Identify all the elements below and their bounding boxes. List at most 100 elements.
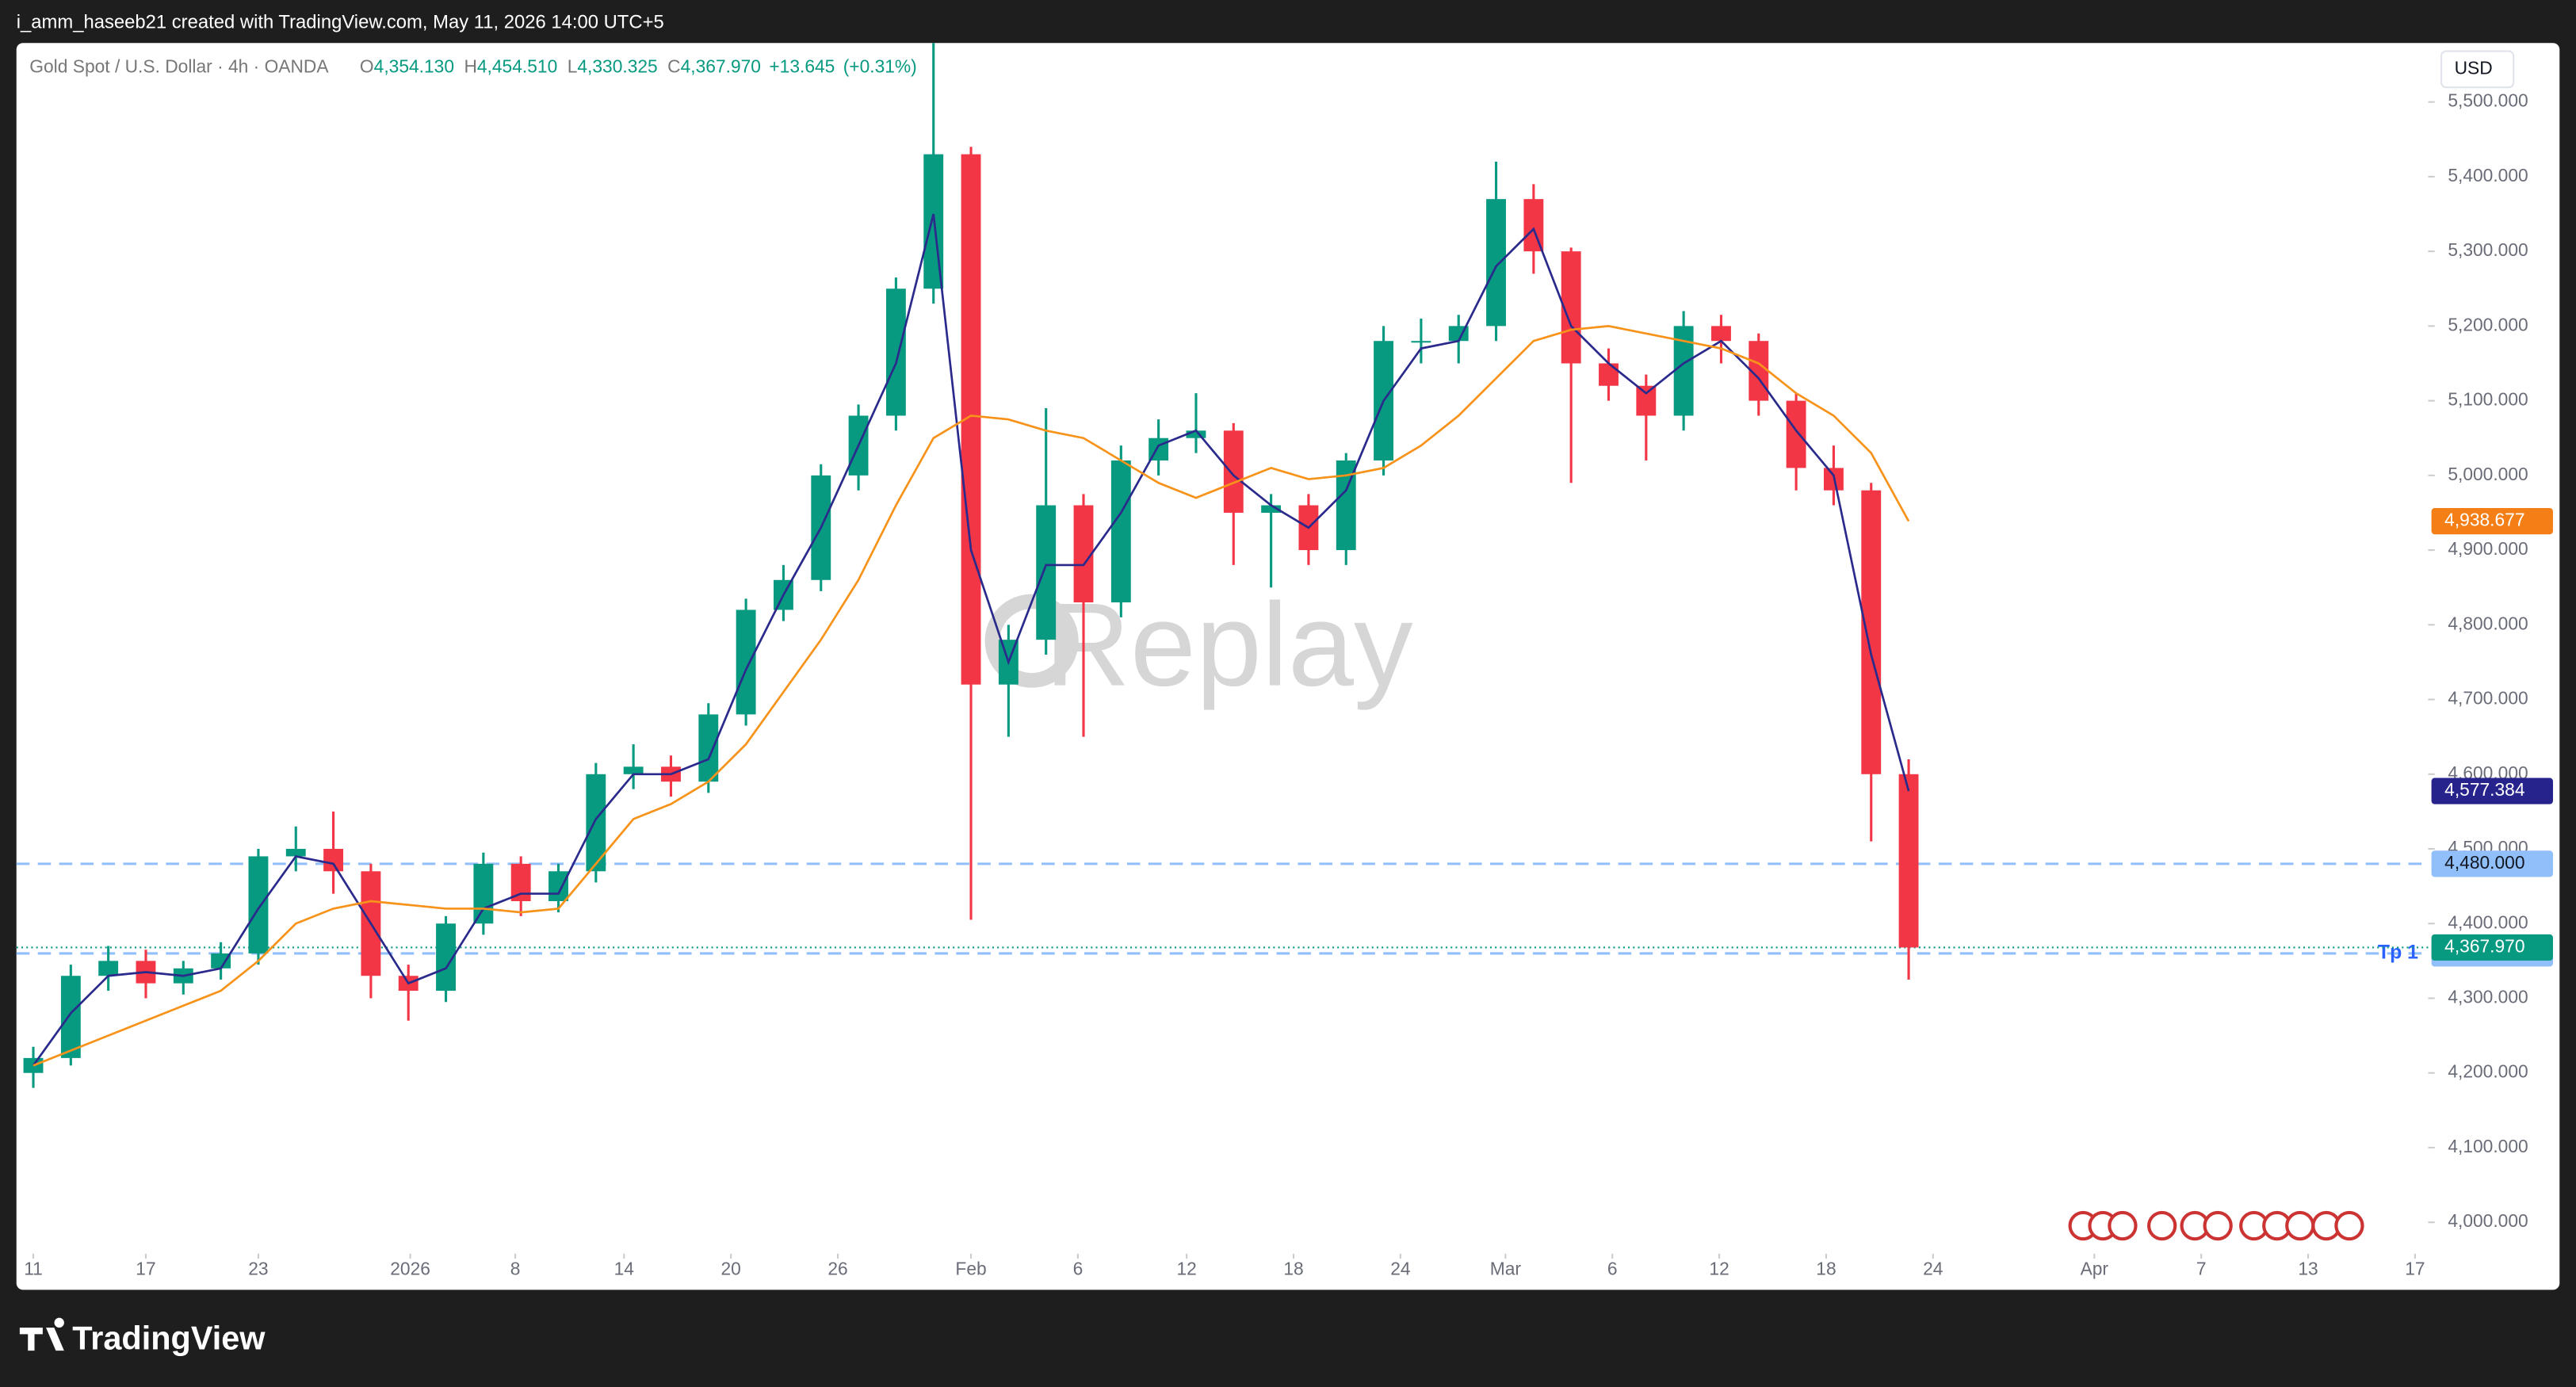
candle-body — [1786, 400, 1806, 468]
candle-body — [211, 953, 231, 969]
y-tick-label: 4,900.000 — [2448, 538, 2528, 559]
y-tick-label: 4,300.000 — [2448, 987, 2528, 1007]
level-annotation: Tp 1 — [2378, 942, 2418, 964]
x-tick-label: 12 — [1176, 1259, 1196, 1279]
ma-badge — [2431, 508, 2553, 535]
ohlc-value: 4,454.510 — [477, 55, 557, 76]
event-icons — [2068, 1210, 2364, 1241]
x-tick-label: 14 — [614, 1259, 634, 1279]
y-tick-label: 5,300.000 — [2448, 239, 2528, 260]
candle-body — [548, 871, 568, 901]
ohlc-key: L — [568, 55, 578, 76]
ohlc-value: 4,354.130 — [374, 55, 454, 76]
candle-body — [623, 766, 644, 774]
candle-body — [1711, 326, 1731, 342]
candle-body — [1261, 505, 1282, 513]
watermark: Replay — [1045, 579, 1413, 711]
chart-panel — [16, 43, 2560, 1290]
y-tick-label: 4,700.000 — [2448, 688, 2528, 709]
x-tick-label: 7 — [2196, 1259, 2207, 1279]
x-tick-label: 8 — [510, 1259, 521, 1279]
candle-body — [1636, 385, 1657, 416]
x-tick-label: 26 — [827, 1259, 847, 1279]
candle-body — [1523, 199, 1544, 252]
x-tick-label: 2026 — [390, 1259, 430, 1279]
x-tick-label: 24 — [1390, 1259, 1410, 1279]
candle-body — [1036, 505, 1057, 640]
ohlc-key: H — [464, 55, 476, 76]
candle-body — [1898, 774, 1919, 948]
candle-body — [473, 863, 494, 924]
x-tick-label: Mar — [1490, 1259, 1522, 1279]
ma-label: 4,577.384 — [2444, 779, 2524, 800]
level-badge — [2431, 850, 2553, 877]
ohlc-key: O — [360, 55, 374, 76]
y-tick-label: 5,500.000 — [2448, 90, 2528, 111]
candle-body — [1861, 490, 1882, 774]
candle-body — [1073, 505, 1094, 603]
brand-logo: TradingView — [19, 1317, 266, 1357]
candle-body — [698, 714, 719, 782]
ohlc-key: C — [667, 55, 680, 76]
ohlc-value: 4,367.970 — [681, 55, 761, 76]
currency-box — [2440, 50, 2515, 89]
candle-body — [1486, 199, 1506, 327]
candle-body — [1110, 460, 1131, 603]
brand: TradingView — [72, 1320, 266, 1357]
y-tick-label: 5,200.000 — [2448, 314, 2528, 334]
plot: 4,000.000 4,100.000 4,200.000 4,300.000 4,40… — [16, 43, 2553, 1279]
x-tick-label: 6 — [1073, 1259, 1084, 1279]
x-tick-label: Feb — [955, 1259, 986, 1279]
candle-body — [323, 849, 344, 872]
overlay: Gold Spot / U.S. Dollar · 4h · OANDA USD… — [29, 50, 2515, 89]
candle-body — [285, 849, 306, 857]
candle-body — [1411, 341, 1431, 343]
ma-label: 4,938.677 — [2444, 510, 2524, 530]
candle-body — [98, 961, 119, 976]
x-tick-label: 17 — [2405, 1259, 2425, 1279]
y-tick-label: 4,000.000 — [2448, 1210, 2528, 1231]
x-tick-label: 23 — [248, 1259, 268, 1279]
x-tick-label: 18 — [1816, 1259, 1836, 1279]
y-tick-label: 5,400.000 — [2448, 165, 2528, 185]
ma-line — [32, 325, 1910, 1067]
price-badge — [2431, 934, 2553, 961]
currency: USD — [2455, 57, 2493, 78]
candle-body — [510, 863, 531, 901]
x-tick-label: 17 — [136, 1259, 155, 1279]
x-tick-label: 18 — [1283, 1259, 1303, 1279]
x-tick-label: 20 — [721, 1259, 741, 1279]
x-tick-label: 6 — [1607, 1259, 1618, 1279]
x-tick-label: 13 — [2298, 1259, 2318, 1279]
x-tick-label: 11 — [24, 1259, 43, 1279]
y-tick-label: 4,400.000 — [2448, 911, 2528, 932]
y-tick-label: 4,200.000 — [2448, 1061, 2528, 1082]
y-tick-label: 5,000.000 — [2448, 464, 2528, 484]
ma-badge — [2431, 778, 2553, 804]
symbol-title: Gold Spot / U.S. Dollar · 4h · OANDA — [29, 55, 329, 76]
candle-body — [885, 288, 906, 416]
ohlc-change: +13.645 — [769, 55, 835, 76]
candle-body — [1599, 363, 1619, 386]
candle-body — [248, 856, 269, 953]
x-tick-label: 12 — [1709, 1259, 1729, 1279]
candle-body — [736, 609, 756, 715]
x-tick-label: 24 — [1923, 1259, 1943, 1279]
price-label: 4,367.970 — [2444, 935, 2524, 956]
attribution: i_amm_haseeb21 created with TradingView.… — [17, 12, 664, 33]
candle-body — [23, 1057, 44, 1073]
ohlc-change: (+0.31%) — [843, 55, 917, 76]
y-tick-label: 4,100.000 — [2448, 1136, 2528, 1156]
ohlc-value: 4,330.325 — [577, 55, 657, 76]
x-tick-label: Apr — [2081, 1259, 2109, 1279]
candle-body — [60, 976, 81, 1058]
candle-body — [1223, 430, 1244, 513]
ma-line — [32, 213, 1910, 1067]
candle-body — [1186, 430, 1206, 438]
y-tick-label: 4,800.000 — [2448, 613, 2528, 633]
y-tick-label: 5,100.000 — [2448, 389, 2528, 410]
level-label: 4,480.000 — [2444, 852, 2524, 873]
ohlc-legend: O4,354.130 H4,454.510 L4,330.325 C4,367.970… — [360, 55, 917, 76]
